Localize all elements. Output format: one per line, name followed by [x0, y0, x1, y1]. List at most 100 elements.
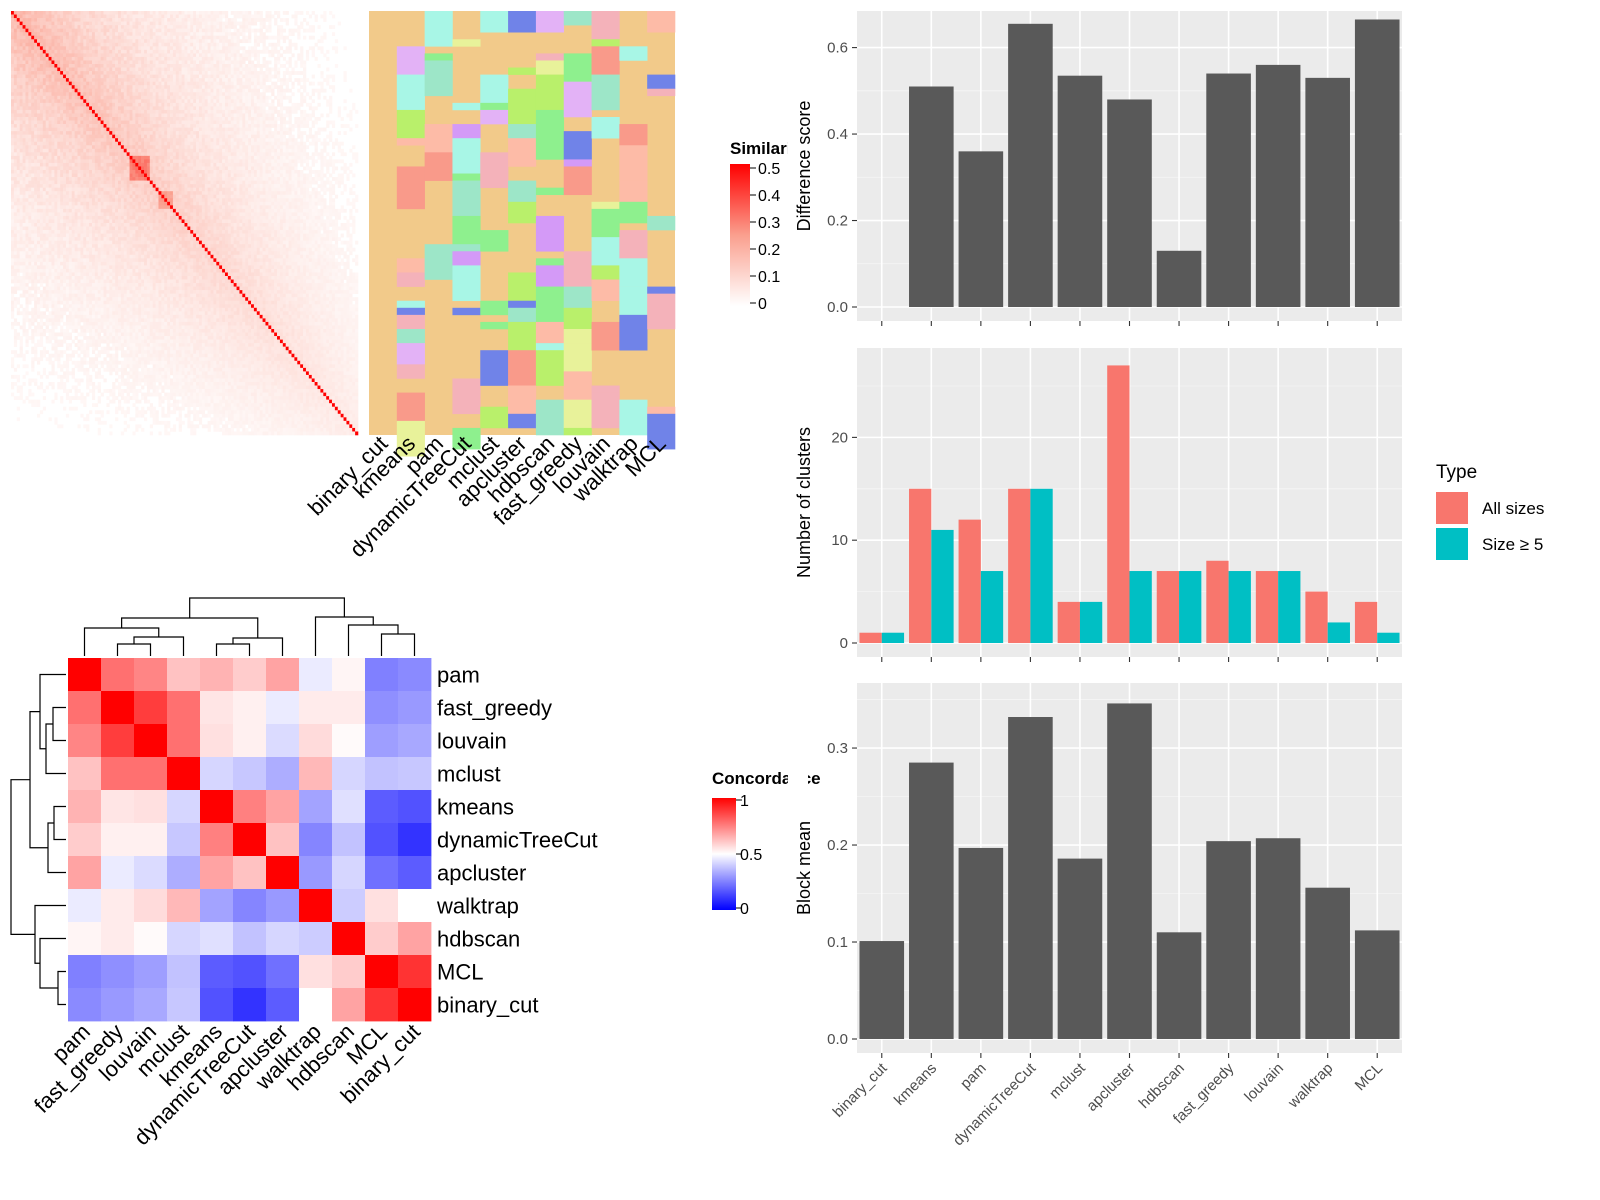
- similarity-cell: [265, 71, 269, 75]
- similarity-cell: [71, 117, 75, 121]
- similarity-cell: [337, 109, 341, 114]
- similarity-cell: [167, 95, 171, 100]
- similarity-cell: [256, 170, 260, 174]
- similarity-cell: [187, 159, 191, 164]
- similarity-cell: [129, 56, 133, 61]
- similarity-cell: [42, 11, 46, 15]
- similarity-cell: [16, 141, 20, 146]
- similarity-cell: [308, 106, 313, 111]
- similarity-cell: [167, 56, 171, 61]
- similarity-cell: [100, 180, 104, 185]
- similarity-cell: [155, 131, 159, 135]
- similarity-cell: [251, 141, 255, 146]
- similarity-cell: [308, 14, 313, 19]
- similarity-cell: [13, 162, 18, 167]
- similarity-cell: [175, 67, 180, 72]
- similarity-cell: [158, 81, 162, 86]
- similarity-cell: [123, 155, 127, 160]
- similarity-cell: [34, 106, 38, 111]
- similarity-cell: [94, 117, 99, 121]
- similarity-cell: [201, 21, 206, 26]
- similarity-cell: [146, 32, 151, 37]
- similarity-cell: [94, 56, 99, 61]
- similarity-cell: [236, 28, 240, 33]
- similarity-cell: [268, 60, 272, 65]
- similarity-cell: [34, 39, 38, 44]
- similarity-cell: [222, 155, 226, 160]
- similarity-cell: [60, 35, 64, 40]
- similarity-cell: [331, 88, 336, 93]
- similarity-cell: [256, 131, 260, 135]
- similarity-cell: [285, 18, 289, 22]
- similarity-cell: [74, 180, 78, 185]
- similarity-cell: [262, 148, 266, 153]
- similarity-cell: [167, 162, 171, 167]
- similarity-cell: [31, 166, 35, 171]
- similarity-cell: [164, 138, 168, 143]
- similarity-cell: [11, 166, 15, 171]
- similarity-cell: [213, 155, 217, 160]
- similarity-cell: [13, 42, 18, 47]
- similarity-cell: [117, 49, 122, 54]
- similarity-cell: [37, 106, 41, 111]
- similarity-cell: [329, 138, 333, 143]
- similarity-cell: [311, 74, 315, 79]
- similarity-cell: [251, 145, 255, 150]
- similarity-cell: [22, 177, 26, 181]
- similarity-cell: [129, 124, 133, 128]
- similarity-cell: [201, 67, 206, 72]
- similarity-cell: [158, 148, 162, 153]
- similarity-cell: [277, 141, 281, 146]
- similarity-cell: [42, 39, 46, 44]
- similarity-cell: [120, 56, 125, 61]
- similarity-cell: [256, 11, 260, 15]
- similarity-cell: [213, 67, 217, 72]
- similarity-cell: [207, 88, 211, 93]
- similarity-cell: [323, 95, 327, 100]
- similarity-cell: [94, 18, 99, 22]
- similarity-cell: [91, 155, 96, 160]
- similarity-cell: [323, 127, 327, 132]
- similarity-cell: [320, 170, 324, 174]
- similarity-cell: [172, 162, 177, 167]
- similarity-cell: [63, 35, 67, 40]
- similarity-cell: [198, 145, 203, 150]
- similarity-cell: [117, 134, 122, 139]
- similarity-cell: [213, 99, 217, 104]
- similarity-cell: [77, 127, 81, 132]
- similarity-cell: [34, 28, 38, 33]
- similarity-cell: [152, 102, 156, 107]
- similarity-cell: [91, 85, 96, 90]
- similarity-cell: [219, 78, 223, 82]
- similarity-cell: [89, 145, 93, 150]
- similarity-cell: [112, 53, 116, 58]
- similarity-cell: [178, 67, 182, 72]
- similarity-cell: [256, 155, 260, 160]
- similarity-cell: [51, 159, 55, 164]
- similarity-cell: [167, 99, 171, 104]
- similarity-cell: [132, 60, 136, 65]
- similarity-cell: [94, 74, 99, 79]
- similarity-cell: [152, 148, 156, 153]
- similarity-cell: [239, 117, 243, 121]
- similarity-cell: [22, 99, 26, 104]
- similarity-cell: [126, 148, 130, 153]
- similarity-cell: [224, 141, 229, 146]
- similarity-cell: [112, 113, 116, 118]
- similarity-cell: [204, 177, 208, 181]
- similarity-cell: [54, 99, 58, 104]
- similarity-cell: [187, 71, 191, 75]
- similarity-cell: [262, 177, 266, 181]
- similarity-cell: [109, 56, 113, 61]
- similarity-cell: [45, 124, 49, 128]
- similarity-cell: [239, 120, 243, 125]
- similarity-cell: [277, 74, 281, 79]
- similarity-cell: [25, 18, 29, 22]
- similarity-cell: [201, 102, 206, 107]
- similarity-cell: [184, 138, 188, 143]
- similarity-cell: [288, 127, 292, 132]
- similarity-cell: [48, 113, 52, 118]
- similarity-cell: [167, 14, 171, 19]
- similarity-cell: [132, 11, 136, 15]
- similarity-cell: [152, 88, 156, 93]
